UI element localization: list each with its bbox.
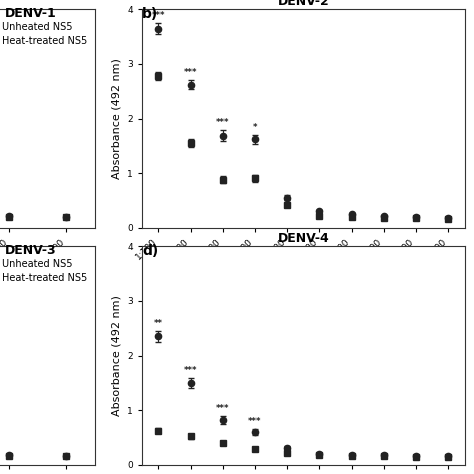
Title: DENV-4: DENV-4 — [277, 232, 329, 246]
Text: *: * — [253, 123, 257, 132]
X-axis label: Human serum dilution: Human serum dilution — [234, 275, 373, 285]
Text: ***: *** — [184, 365, 197, 374]
Text: **: ** — [154, 319, 163, 328]
Y-axis label: Absorbance (492 nm): Absorbance (492 nm) — [112, 295, 122, 416]
Text: ***: *** — [184, 68, 197, 77]
Text: ***: *** — [152, 11, 165, 20]
Title: DENV-2: DENV-2 — [277, 0, 329, 9]
Text: b): b) — [142, 7, 158, 21]
Text: ***: *** — [248, 417, 262, 426]
Legend: Unheated NS5, Heat-treated NS5: Unheated NS5, Heat-treated NS5 — [0, 255, 90, 286]
Legend: Unheated NS5, Heat-treated NS5: Unheated NS5, Heat-treated NS5 — [0, 18, 90, 49]
Text: ***: *** — [216, 404, 229, 413]
Text: d): d) — [142, 244, 158, 258]
Text: DENV-1: DENV-1 — [5, 7, 56, 20]
Text: DENV-3: DENV-3 — [5, 244, 56, 257]
Text: ***: *** — [216, 118, 229, 127]
Y-axis label: Absorbance (492 nm): Absorbance (492 nm) — [112, 58, 122, 179]
